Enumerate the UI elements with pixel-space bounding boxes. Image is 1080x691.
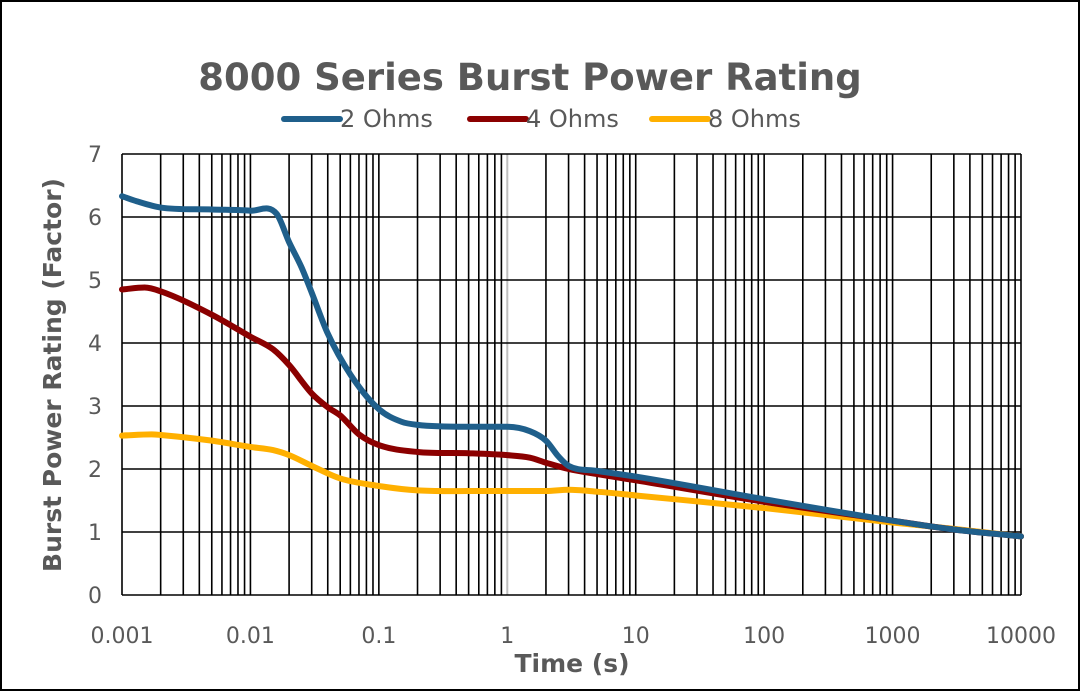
series-line-8-ohms xyxy=(119,431,1024,540)
x-tick-label: 10 xyxy=(622,624,650,649)
x-tick-label: 1000 xyxy=(865,624,921,649)
y-tick-label: 2 xyxy=(88,458,102,483)
x-axis-title: Time (s) xyxy=(514,649,629,678)
x-tick-label: 0.01 xyxy=(226,624,275,649)
legend-label-8-ohms: 8 Ohms xyxy=(708,105,801,133)
legend-label-4-ohms: 4 Ohms xyxy=(526,105,619,133)
series-line-2-ohms xyxy=(119,193,1024,540)
y-tick-label: 5 xyxy=(88,269,102,294)
x-tick-label: 10000 xyxy=(986,624,1056,649)
x-tick-label: 0.1 xyxy=(361,624,396,649)
grid xyxy=(121,153,1022,596)
chart-title: 8000 Series Burst Power Rating xyxy=(198,56,862,99)
legend: 2 Ohms 4 Ohms 8 Ohms xyxy=(281,105,801,133)
y-tick-label: 3 xyxy=(88,395,102,420)
x-tick-label: 1 xyxy=(500,624,514,649)
series-layer xyxy=(119,193,1024,540)
x-tick-label: 100 xyxy=(743,624,785,649)
y-tick-label: 7 xyxy=(88,143,102,168)
series-line-4-ohms xyxy=(119,284,1024,540)
y-tick-label: 0 xyxy=(88,584,102,609)
x-tick-label: 0.001 xyxy=(91,624,154,649)
x-axis-ticks: 0.001 0.01 0.1 1 10 100 1000 10000 xyxy=(91,624,1056,649)
y-tick-label: 1 xyxy=(88,521,102,546)
y-tick-label: 6 xyxy=(88,206,102,231)
legend-label-2-ohms: 2 Ohms xyxy=(340,105,433,133)
y-axis-title: Burst Power Rating (Factor) xyxy=(38,178,67,572)
y-axis-ticks: 0 1 2 3 4 5 6 7 xyxy=(88,143,102,609)
y-tick-label: 4 xyxy=(88,332,102,357)
